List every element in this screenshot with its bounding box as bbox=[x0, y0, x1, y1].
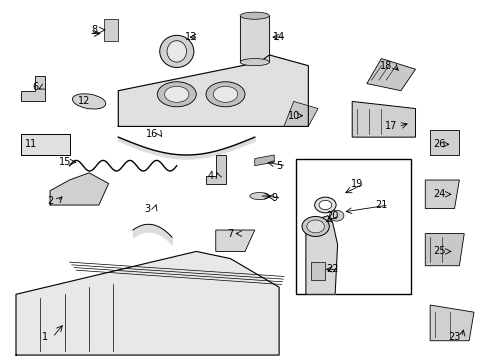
Text: 19: 19 bbox=[351, 179, 363, 189]
Text: 25: 25 bbox=[434, 247, 446, 256]
Text: 12: 12 bbox=[78, 96, 90, 107]
Polygon shape bbox=[425, 180, 460, 208]
Polygon shape bbox=[311, 262, 325, 280]
Text: 10: 10 bbox=[288, 111, 300, 121]
Polygon shape bbox=[118, 55, 308, 126]
Polygon shape bbox=[21, 134, 70, 155]
Text: 11: 11 bbox=[24, 139, 37, 149]
Polygon shape bbox=[430, 305, 474, 341]
Text: 8: 8 bbox=[91, 25, 97, 35]
Bar bbox=[104, 19, 118, 41]
Polygon shape bbox=[206, 155, 225, 184]
Text: 15: 15 bbox=[58, 157, 71, 167]
Circle shape bbox=[329, 210, 344, 221]
Ellipse shape bbox=[160, 35, 194, 67]
Text: 17: 17 bbox=[385, 121, 397, 131]
Text: 18: 18 bbox=[380, 61, 392, 71]
Text: 24: 24 bbox=[434, 189, 446, 199]
Text: 23: 23 bbox=[448, 332, 461, 342]
Polygon shape bbox=[352, 102, 416, 137]
Ellipse shape bbox=[240, 12, 270, 19]
Text: 16: 16 bbox=[147, 129, 159, 139]
Bar bbox=[296, 158, 411, 294]
Text: 14: 14 bbox=[273, 32, 285, 42]
Text: 26: 26 bbox=[434, 139, 446, 149]
Polygon shape bbox=[240, 16, 270, 62]
Circle shape bbox=[302, 216, 329, 237]
Text: 6: 6 bbox=[32, 82, 39, 92]
Polygon shape bbox=[216, 230, 255, 251]
Ellipse shape bbox=[240, 59, 270, 66]
Text: 4: 4 bbox=[208, 171, 214, 181]
Ellipse shape bbox=[73, 94, 106, 109]
Ellipse shape bbox=[250, 193, 270, 200]
Circle shape bbox=[319, 201, 332, 210]
Text: 7: 7 bbox=[227, 229, 234, 239]
Ellipse shape bbox=[165, 86, 189, 102]
Text: 20: 20 bbox=[326, 211, 339, 221]
Text: 13: 13 bbox=[185, 32, 197, 42]
Text: 2: 2 bbox=[47, 197, 53, 206]
Text: 5: 5 bbox=[276, 161, 282, 171]
Polygon shape bbox=[16, 251, 279, 355]
Circle shape bbox=[307, 220, 324, 233]
Polygon shape bbox=[21, 76, 45, 102]
Ellipse shape bbox=[213, 86, 238, 102]
Polygon shape bbox=[284, 102, 318, 126]
Text: 22: 22 bbox=[326, 264, 339, 274]
Polygon shape bbox=[50, 173, 109, 205]
Polygon shape bbox=[367, 59, 416, 91]
Circle shape bbox=[315, 197, 336, 213]
Ellipse shape bbox=[206, 82, 245, 107]
Text: 1: 1 bbox=[42, 332, 49, 342]
Polygon shape bbox=[425, 234, 464, 266]
Ellipse shape bbox=[167, 41, 187, 62]
Text: 3: 3 bbox=[145, 203, 150, 213]
Text: 21: 21 bbox=[375, 200, 388, 210]
Polygon shape bbox=[306, 216, 338, 294]
Polygon shape bbox=[255, 155, 274, 166]
Ellipse shape bbox=[157, 82, 196, 107]
Text: 9: 9 bbox=[271, 193, 277, 203]
Polygon shape bbox=[430, 130, 460, 155]
